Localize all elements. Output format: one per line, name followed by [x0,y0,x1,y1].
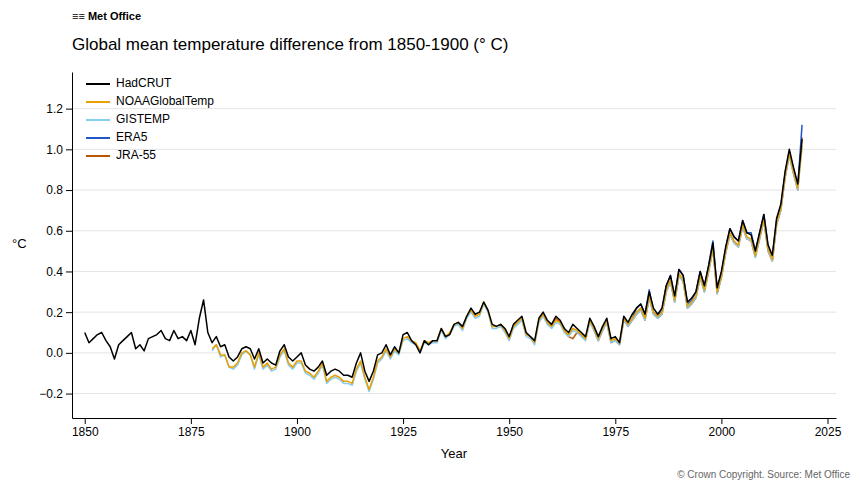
x-tick-label: 1900 [284,425,311,439]
x-tick: 1975 [602,418,629,439]
legend-item: HadCRUT [86,76,172,90]
y-tick-mark [66,312,72,313]
y-tick-mark [66,394,72,395]
y-tick-label: −0.2 [39,387,63,401]
grid-line [72,352,836,353]
legend-swatch [86,83,110,85]
y-tick-label: 1.0 [46,143,63,157]
y-tick: 0.2 [46,306,72,320]
legend-item: ERA5 [86,130,148,144]
y-axis: −0.2 0.0 0.2 0.4 0.6 0.8 1.0 1.2 [39,73,72,419]
title: Global mean temperature difference from … [72,35,508,54]
y-tick: 0.6 [46,224,72,238]
grid-line [72,312,836,313]
legend-item: JRA-55 [86,148,156,162]
x-tick-label: 1925 [390,425,417,439]
y-tick-label: 0.8 [46,183,63,197]
x-tick: 1875 [178,418,205,439]
chart: 1850 1875 1900 1925 1950 1975 2000 2025 −0.2 0.0 0… [0,0,860,484]
y-tick: 1.2 [46,102,72,116]
x-tick-label: 2000 [709,425,736,439]
grid-line [72,230,836,231]
x-axis: 1850 1875 1900 1925 1950 1975 2000 2025 [72,418,842,439]
x-tick: 1900 [284,418,311,439]
legend-label: JRA-55 [116,148,156,162]
x-axis-title: Year [441,446,468,461]
legend-swatch [86,101,110,103]
y-tick: −0.2 [39,387,72,401]
x-tick-label: 1850 [72,425,99,439]
x-tick-mark [85,418,86,424]
legend-swatch [86,137,110,139]
y-tick: 0.8 [46,183,72,197]
legend-item: NOAAGlobalTemp [86,94,214,108]
x-tick-mark [509,418,510,424]
x-tick-mark [191,418,192,424]
x-tick: 1850 [72,418,99,439]
legend: HadCRUT NOAAGlobalTemp GISTEMP ERA5 JRA-55 [86,76,214,162]
x-tick: 1925 [390,418,417,439]
y-tick-mark [66,109,72,110]
y-tick-label: 0.2 [46,306,63,320]
x-tick-mark [297,418,298,424]
x-tick-mark [828,418,829,424]
y-tick-mark [66,190,72,191]
x-tick-label: 2025 [815,425,842,439]
y-tick-label: 0.6 [46,224,63,238]
y-axis-line [72,73,73,419]
legend-swatch [86,155,110,157]
annotation: © Crown Copyright. Source: Met Office [677,469,850,480]
y-tick: 0.0 [46,346,72,360]
legend-label: GISTEMP [116,112,170,126]
y-tick-mark [66,231,72,232]
y-tick: 0.4 [46,265,72,279]
y-tick-label: 1.2 [46,102,63,116]
y-tick-label: 0.0 [46,346,63,360]
grid-line [72,149,836,150]
y-tick-label: 0.4 [46,265,63,279]
grid-line [72,190,836,191]
legend-label: NOAAGlobalTemp [116,94,214,108]
series-line [85,139,802,381]
legend-label: ERA5 [116,130,148,144]
x-tick-mark [403,418,404,424]
annotation: ≡≡ Met Office [72,10,141,22]
x-tick-mark [615,418,616,424]
x-tick-mark [721,418,722,424]
series-line [212,147,802,391]
y-tick-mark [66,149,72,150]
grid [72,109,836,394]
y-axis-title: °C [12,236,27,251]
legend-item: GISTEMP [86,112,170,126]
series-line [543,137,802,345]
legend-swatch [86,119,110,121]
x-tick-label: 1975 [602,425,629,439]
x-tick: 1950 [496,418,523,439]
x-tick: 2025 [815,418,842,439]
grid-line [72,393,836,394]
y-tick-mark [66,353,72,354]
y-tick: 1.0 [46,143,72,157]
lines [85,125,802,392]
y-tick-mark [66,271,72,272]
grid-line [72,108,836,109]
x-tick: 2000 [709,418,736,439]
x-tick-label: 1950 [496,425,523,439]
x-tick-label: 1875 [178,425,205,439]
legend-label: HadCRUT [116,76,172,90]
